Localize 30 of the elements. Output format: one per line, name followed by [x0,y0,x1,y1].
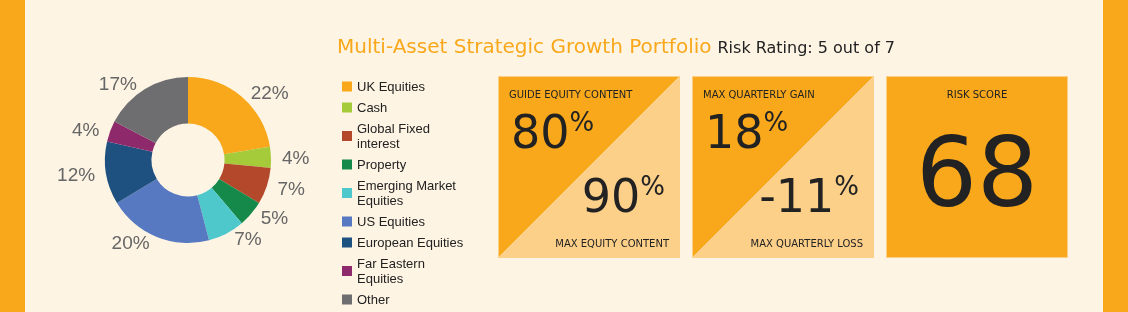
legend-label: Other [357,292,391,307]
text: Multi-Asset Strategic Growth Portfolio [337,34,712,58]
text: GUIDE EQUITY CONTENT [509,89,633,100]
text: RISK SCORE [945,89,1009,100]
text: -11% [759,169,859,223]
data-label: 4% [281,146,310,168]
legend-label: Emerging Market Equities [357,178,460,208]
text: MAX EQUITY CONTENT [555,238,669,249]
legend-label: Cash [357,100,388,115]
text: 18% [705,105,789,159]
legend-label: Global Fixed interest [357,121,434,151]
legend-label: European Equities [357,235,464,250]
text: MAX QUARTERLY GAIN [703,89,815,100]
data-label: 7% [277,177,306,199]
text: 80% [511,105,595,159]
data-label: 7% [234,228,262,250]
legend-label: UK Equities [357,79,426,94]
text: Risk Rating: 5 out of 7 [717,38,896,57]
data-label: 5% [260,207,289,229]
legend-label: US Equities [357,214,426,229]
data-label: 12% [57,163,96,185]
data-label: 22% [250,81,289,103]
data-label: 17% [98,73,137,95]
text: MAX QUARTERLY LOSS [750,238,863,249]
text: 68 [914,117,1040,229]
data-label: 4% [72,118,100,140]
data-label: 20% [111,232,150,253]
legend-label: Far Eastern Equities [357,256,429,286]
text: 90% [581,169,665,223]
legend-label: Property [357,157,407,172]
